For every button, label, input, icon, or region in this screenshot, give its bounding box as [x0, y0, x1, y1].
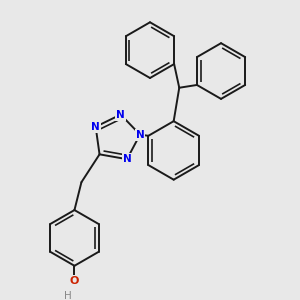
- Text: N: N: [116, 110, 125, 120]
- Text: H: H: [64, 291, 71, 300]
- Text: N: N: [91, 122, 100, 132]
- Text: O: O: [70, 276, 79, 286]
- Text: N: N: [136, 130, 144, 140]
- Text: N: N: [123, 154, 131, 164]
